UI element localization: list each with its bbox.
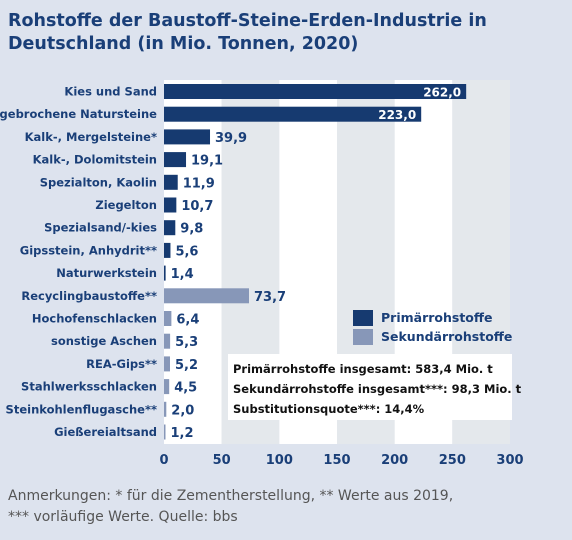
bar xyxy=(164,311,172,326)
bar xyxy=(164,152,187,168)
legend: Primärrohstoffe Sekundärrohstoffe xyxy=(353,310,512,345)
value-label: 1,2 xyxy=(171,426,194,441)
legend-label-secondary: Sekundärrohstoffe xyxy=(381,329,512,344)
bar xyxy=(164,197,177,213)
bar xyxy=(164,84,467,99)
bar xyxy=(164,106,422,122)
tick-label: 250 xyxy=(439,453,466,468)
category-label: gebrochene Natursteine xyxy=(0,107,157,121)
value-label: 19,1 xyxy=(191,154,223,169)
value-label: 73,7 xyxy=(254,290,286,305)
chart-title: Rohstoffe der Baustoff-Steine-Erden-Indu… xyxy=(8,11,487,54)
bar xyxy=(164,174,178,190)
tick-label: 50 xyxy=(213,453,231,468)
legend-swatch-primary xyxy=(353,310,373,326)
value-label: 2,0 xyxy=(171,403,194,418)
bar xyxy=(164,356,170,372)
x-axis-ticks: 0 50 100 150 200 250 300 xyxy=(159,453,523,468)
bar xyxy=(164,265,166,281)
value-labels: 262,0 223,0 39,9 19,1 11,9 10,7 9,8 5,6 1,4 73,7 6… xyxy=(171,86,462,442)
value-label: 5,3 xyxy=(175,335,198,350)
category-label: Spezialsand/-kies xyxy=(44,221,157,235)
bar xyxy=(164,379,170,395)
tick-label: 0 xyxy=(159,453,168,468)
tick-label: 200 xyxy=(381,453,408,468)
bar xyxy=(164,333,171,349)
category-label: Kies und Sand xyxy=(64,85,157,99)
value-label: 223,0 xyxy=(378,108,416,122)
category-label: REA-Gips** xyxy=(86,357,157,371)
legend-swatch-secondary xyxy=(353,329,373,345)
value-label: 262,0 xyxy=(423,86,461,100)
category-label: Kalk-, Mergelsteine* xyxy=(25,130,157,144)
footnote-line: Anmerkungen: * für die Zementherstellung… xyxy=(8,488,454,504)
category-label: Gießereialtsand xyxy=(54,425,157,439)
tick-label: 100 xyxy=(266,453,293,468)
bar xyxy=(164,401,167,417)
summary-box: Primärrohstoffe insgesamt: 583,4 Mio. t S… xyxy=(228,354,522,420)
legend-label-primary: Primärrohstoffe xyxy=(381,310,493,325)
bar xyxy=(164,424,166,440)
bar-chart: Kies und Sand gebrochene Natursteine Kalk-… xyxy=(0,80,524,468)
value-label: 5,2 xyxy=(175,358,198,373)
value-label: 6,4 xyxy=(176,313,199,328)
summary-line: Sekundärrohstoffe insgesamt***: 98,3 Mio… xyxy=(233,382,522,396)
category-label: Ziegelton xyxy=(95,198,157,212)
category-label: sonstige Aschen xyxy=(51,334,157,348)
value-label: 11,9 xyxy=(183,176,215,191)
value-label: 1,4 xyxy=(171,267,194,282)
category-label: Gipsstein, Anhydrit** xyxy=(20,243,157,257)
category-label: Stahlwerksschlacken xyxy=(21,380,157,394)
tick-label: 150 xyxy=(323,453,350,468)
category-label: Steinkohlenflugasche** xyxy=(6,402,157,416)
category-label: Hochofenschlacken xyxy=(32,312,157,326)
summary-background xyxy=(228,354,512,420)
tick-label: 300 xyxy=(496,453,523,468)
value-label: 4,5 xyxy=(174,381,197,396)
bar xyxy=(164,129,211,145)
value-label: 9,8 xyxy=(180,222,203,237)
footnote: Anmerkungen: * für die Zementherstellung… xyxy=(8,486,564,528)
category-label: Spezialton, Kaolin xyxy=(40,175,157,189)
bar xyxy=(164,242,171,258)
category-label: Recyclingbaustoffe** xyxy=(21,289,157,303)
summary-line: Substitutionsquote***: 14,4% xyxy=(233,402,425,416)
value-label: 10,7 xyxy=(181,199,213,214)
category-label: Naturwerkstein xyxy=(56,266,157,280)
footnote-line: *** vorläufige Werte. Quelle: bbs xyxy=(8,509,238,525)
value-label: 5,6 xyxy=(175,244,198,259)
bar xyxy=(164,288,250,304)
category-labels: Kies und Sand gebrochene Natursteine Kalk-… xyxy=(0,85,157,440)
bars xyxy=(164,84,467,440)
category-label: Kalk-, Dolomitstein xyxy=(33,153,157,167)
value-label: 39,9 xyxy=(215,131,247,146)
summary-line: Primärrohstoffe insgesamt: 583,4 Mio. t xyxy=(233,362,493,376)
bar xyxy=(164,220,176,236)
